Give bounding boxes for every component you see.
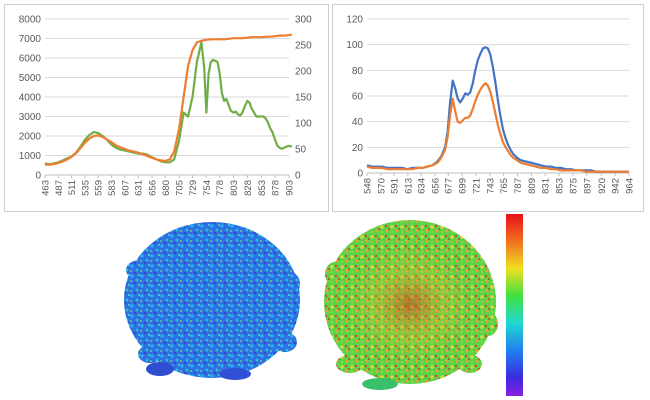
left-line-chart: 0 1000 2000 3000 4000 5000 6000 7000 8000 0 50 100 1… [19,15,312,196]
y-tick-label: 100 [346,40,363,51]
y2-tick-label: 250 [295,41,312,52]
y2-tick-label: 100 [295,119,312,130]
x-tick-label: 487 [54,180,65,196]
x-tick-label: 754 [202,180,213,196]
y-tick-label: 3000 [19,112,42,123]
x-tick-label: 535 [80,180,91,196]
y-tick-label: 8000 [19,15,42,26]
colorbar [506,214,523,396]
y2-tick-label: 150 [295,93,312,104]
y-tick-label: 1000 [19,151,42,162]
x-tick-label: 559 [94,180,105,196]
x-tick-label: 680 [161,180,172,196]
x-tick-label: 548 [363,178,374,194]
x-tick-label: 875 [568,178,579,194]
x-tick-label: 591 [390,178,401,194]
x-tick-label: 778 [215,180,226,196]
y2-tick-label: 50 [295,145,307,156]
y-tick-label: 40 [352,117,364,128]
x-tick-label: 809 [527,178,538,194]
x-tick-label: 964 [625,178,636,194]
y-tick-label: 4000 [19,93,42,104]
x-tick-label: 677 [444,178,455,194]
y2-tick-label: 300 [295,15,312,26]
series-line-2 [45,33,292,166]
left-chart-panel: 0 1000 2000 3000 4000 5000 6000 7000 8000 0 50 100 1… [4,4,329,212]
right-spheroid-heatmap [324,220,498,390]
y-tick-label: 120 [346,15,363,26]
heatmap-area [124,214,523,396]
series-line-1 [366,46,629,173]
x-tick-label: 705 [175,180,186,196]
left-spheroid-heatmap [124,222,300,380]
y-tick-label: 6000 [19,54,42,65]
x-tick-label: 831 [541,178,552,194]
x-tick-label: 729 [188,180,199,196]
y2-tick-label: 0 [295,171,301,182]
x-tick-label: 765 [499,178,510,194]
right-chart-panel: 0 20 40 60 80 100 120 548 570 591 613 634 656 677 699 7… [332,4,644,212]
x-tick-label: 570 [376,178,387,194]
series-line-2 [366,82,629,173]
x-tick-label: 721 [471,178,482,194]
x-tick-label: 634 [417,178,428,194]
x-tick-label: 607 [120,180,131,196]
x-tick-label: 631 [134,180,145,196]
y-tick-label: 80 [352,66,364,77]
x-tick-label: 942 [611,178,622,194]
y-tick-label: 20 [352,143,364,154]
y2-tick-label: 200 [295,67,312,78]
x-tick-label: 463 [41,180,52,196]
x-tick-label: 787 [513,178,524,194]
x-tick-label: 920 [597,178,608,194]
x-tick-label: 743 [485,178,496,194]
y-tick-label: 0 [35,171,41,182]
x-tick-label: 803 [229,180,240,196]
y-tick-label: 5000 [19,73,42,84]
y-tick-label: 2000 [19,132,42,143]
x-tick-label: 699 [458,178,469,194]
x-tick-label: 897 [582,178,593,194]
x-tick-label: 613 [403,178,414,194]
x-tick-label: 511 [67,180,78,195]
x-tick-label: 853 [555,178,566,194]
x-tick-label: 853 [257,180,268,196]
x-tick-label: 656 [148,180,159,196]
x-tick-label: 828 [243,180,254,196]
x-tick-label: 583 [107,180,118,196]
y-tick-label: 60 [352,92,364,103]
series-line-1 [44,41,293,166]
y-tick-label: 7000 [19,34,42,45]
x-tick-label: 656 [431,178,442,194]
y-tick-label: 0 [357,169,363,180]
x-tick-label: 903 [285,180,296,196]
x-tick-label: 878 [271,180,282,196]
